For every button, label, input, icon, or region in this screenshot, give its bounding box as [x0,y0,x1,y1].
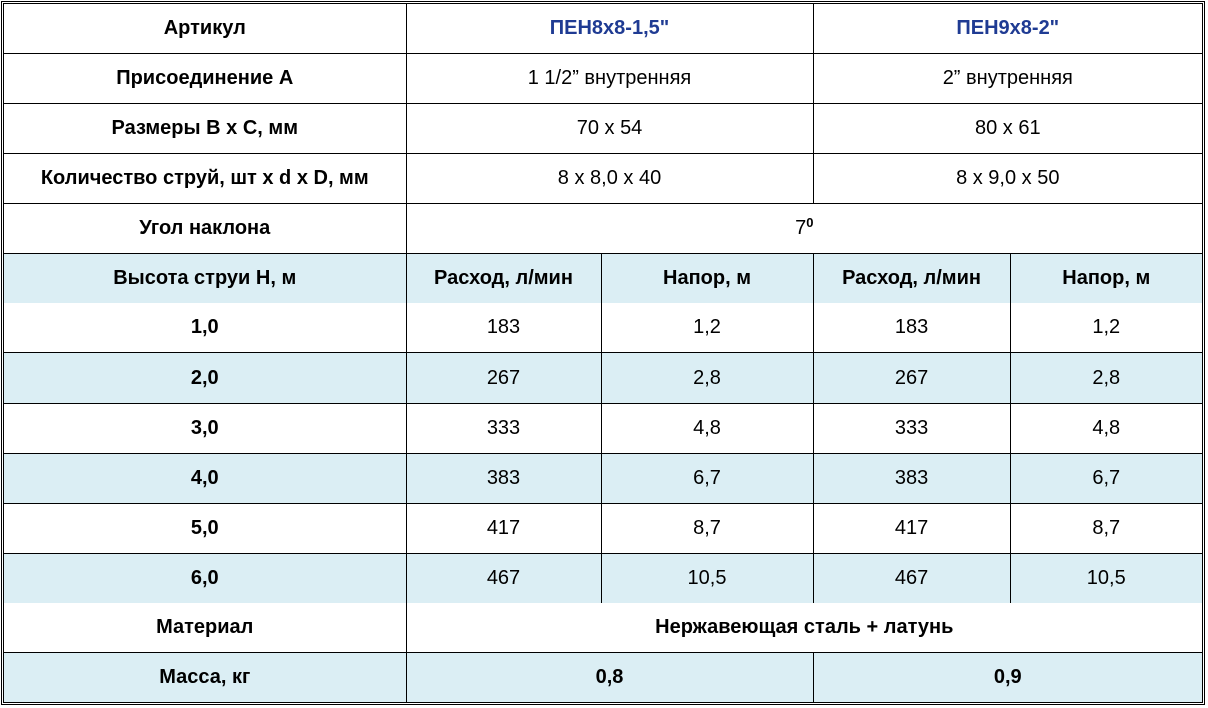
cell-p2: 6,7 [1009,452,1203,504]
connection-2: 2” внутренняя [812,53,1203,105]
spec-table: Артикул ПЕН8x8-1,5" ПЕН9x8-2" Присоедине… [4,4,1203,702]
row-perf-header: Высота струи H, м Расход, л/мин Напор, м… [4,253,1203,304]
table-row: 6,0 467 10,5 467 10,5 [4,552,1203,603]
row-angle: Угол наклона 70 [4,203,1203,255]
flow-header-2: Расход, л/мин [812,253,1011,304]
table-row: 4,0 383 6,7 383 6,7 [4,452,1203,504]
cell-p1: 10,5 [600,552,814,603]
cell-f1: 183 [405,303,602,354]
cell-h: 1,0 [4,303,407,354]
cell-h: 3,0 [4,402,407,454]
connection-1: 1 1/2” внутренняя [405,53,814,105]
table-row: 2,0 267 2,8 267 2,8 [4,352,1203,404]
cell-h: 2,0 [4,352,407,404]
label-connection: Присоединение A [4,53,407,105]
cell-p1: 6,7 [600,452,814,504]
cell-p2: 10,5 [1009,552,1203,603]
model-1: ПЕН8x8-1,5" [405,4,814,55]
row-article: Артикул ПЕН8x8-1,5" ПЕН9x8-2" [4,4,1203,55]
jets-1: 8 x 8,0 x 40 [405,153,814,205]
cell-p2: 4,8 [1009,402,1203,454]
cell-f2: 267 [812,352,1011,404]
cell-p1: 4,8 [600,402,814,454]
label-jets: Количество струй, шт x d x D, мм [4,153,407,205]
cell-f2: 417 [812,502,1011,554]
cell-p2: 8,7 [1009,502,1203,554]
cell-p1: 8,7 [600,502,814,554]
model-2: ПЕН9x8-2" [812,4,1203,55]
cell-f2: 333 [812,402,1011,454]
dimensions-2: 80 x 61 [812,103,1203,155]
cell-f1: 417 [405,502,602,554]
mass-1: 0,8 [405,651,814,702]
angle-number: 7 [795,217,807,240]
row-mass: Масса, кг 0,8 0,9 [4,651,1203,702]
head-header-2: Напор, м [1009,253,1203,304]
flow-header-1: Расход, л/мин [405,253,602,304]
head-header-1: Напор, м [600,253,814,304]
cell-f2: 183 [812,303,1011,354]
table-row: 5,0 417 8,7 417 8,7 [4,502,1203,554]
row-dimensions: Размеры B x C, мм 70 x 54 80 x 61 [4,103,1203,155]
row-jets: Количество струй, шт x d x D, мм 8 x 8,0… [4,153,1203,205]
cell-f1: 267 [405,352,602,404]
jets-2: 8 x 9,0 x 50 [812,153,1203,205]
cell-f2: 467 [812,552,1011,603]
material-value: Нержавеющая сталь + латунь [405,602,1203,653]
cell-f1: 467 [405,552,602,603]
cell-f2: 383 [812,452,1011,504]
cell-p1: 1,2 [600,303,814,354]
row-connection: Присоединение A 1 1/2” внутренняя 2” вну… [4,53,1203,105]
label-article: Артикул [4,4,407,55]
cell-f1: 383 [405,452,602,504]
angle-value: 70 [405,203,1203,255]
cell-h: 5,0 [4,502,407,554]
angle-sup: 0 [806,215,814,231]
label-mass: Масса, кг [4,651,407,702]
cell-p1: 2,8 [600,352,814,404]
cell-h: 6,0 [4,552,407,603]
table-row: 3,0 333 4,8 333 4,8 [4,402,1203,454]
cell-f1: 333 [405,402,602,454]
cell-h: 4,0 [4,452,407,504]
row-material: Материал Нержавеющая сталь + латунь [4,602,1203,653]
label-height: Высота струи H, м [4,253,407,304]
cell-p2: 2,8 [1009,352,1203,404]
label-dimensions: Размеры B x C, мм [4,103,407,155]
label-angle: Угол наклона [4,203,407,255]
dimensions-1: 70 x 54 [405,103,814,155]
table-row: 1,0 183 1,2 183 1,2 [4,303,1203,354]
mass-2: 0,9 [812,651,1203,702]
label-material: Материал [4,602,407,653]
cell-p2: 1,2 [1009,303,1203,354]
